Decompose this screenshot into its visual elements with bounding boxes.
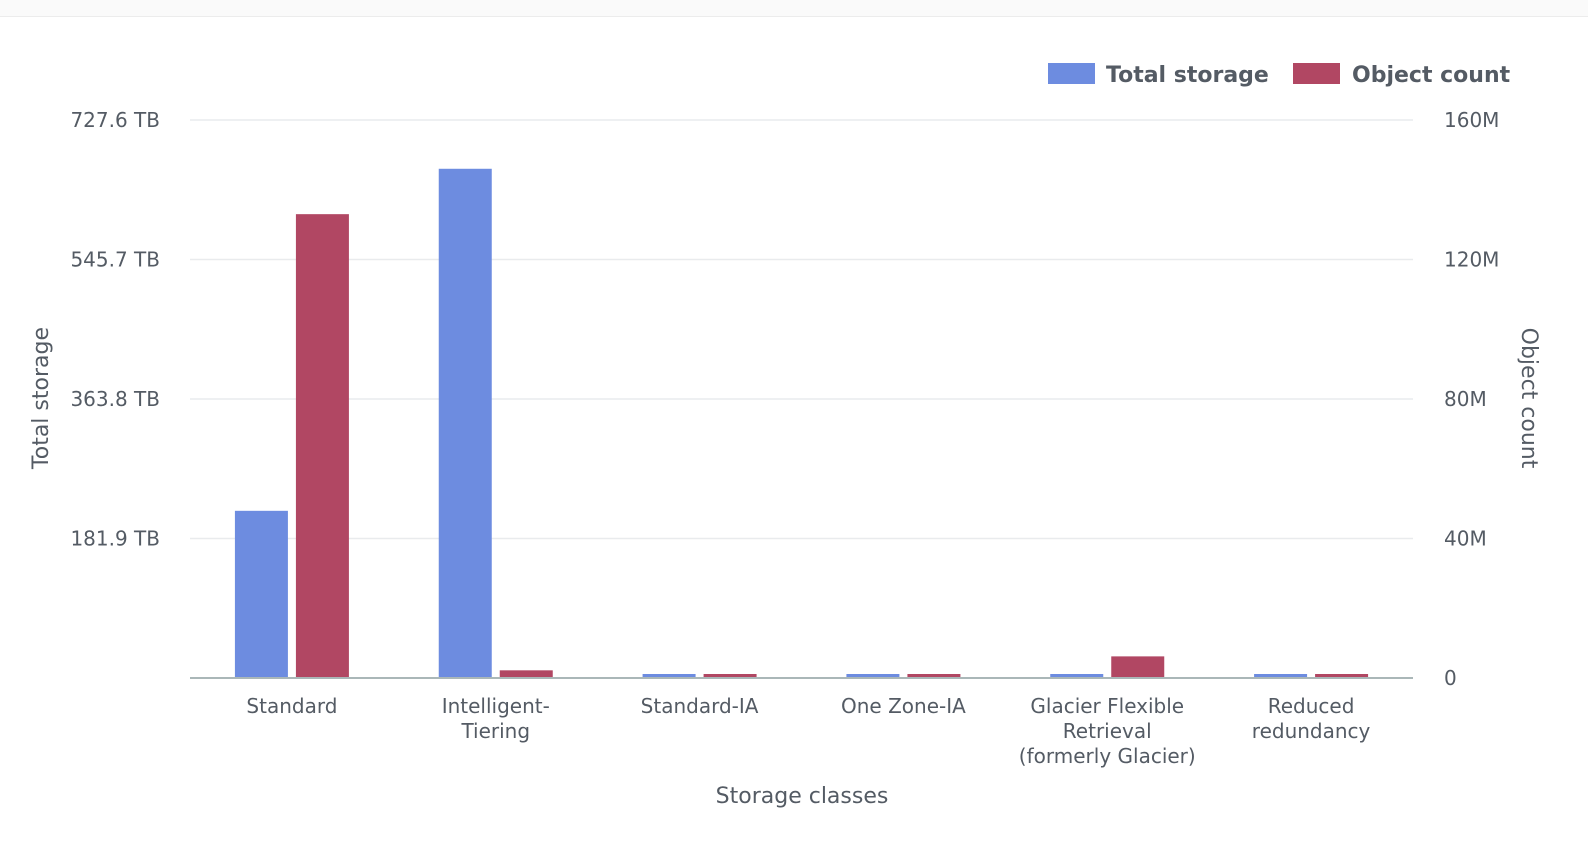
bar-object-count[interactable] <box>907 674 961 678</box>
bars <box>234 168 1369 678</box>
category-label: Glacier Flexible Retrieval (formerly Glaci… <box>1019 694 1196 768</box>
left-tick-label: 545.7 TB <box>70 248 160 272</box>
legend: Total storage Object count <box>1048 63 1511 88</box>
bar-object-count[interactable] <box>499 670 553 678</box>
category-label: Standard <box>246 694 337 718</box>
right-tick-label: 160M <box>1444 108 1499 132</box>
category-label: One Zone-IA <box>841 694 966 718</box>
left-tick-label: 727.6 TB <box>70 108 160 132</box>
legend-label-total-storage: Total storage <box>1106 63 1269 88</box>
bar-object-count[interactable] <box>703 674 757 678</box>
bar-total-storage[interactable] <box>642 674 696 678</box>
category-label: Intelligent-Tiering <box>442 694 550 743</box>
bar-object-count[interactable] <box>295 214 349 678</box>
top-strip <box>0 0 1588 17</box>
category-label: Standard-IA <box>641 694 759 718</box>
bar-total-storage[interactable] <box>438 168 492 678</box>
gridlines <box>190 119 1413 540</box>
category-label: Reduced redundancy <box>1252 694 1371 743</box>
right-tick-label: 80M <box>1444 387 1487 411</box>
left-tick-label: 181.9 TB <box>70 527 160 551</box>
legend-item-total-storage[interactable]: Total storage <box>1048 63 1269 88</box>
left-axis-ticks: 181.9 TB 363.8 TB 545.7 TB 727.6 TB <box>70 108 160 551</box>
legend-item-object-count[interactable]: Object count <box>1293 63 1511 88</box>
bar-total-storage[interactable] <box>846 674 900 678</box>
legend-label-object-count: Object count <box>1352 63 1511 88</box>
right-axis-title: Object count <box>1516 328 1541 469</box>
bar-total-storage[interactable] <box>1050 674 1104 678</box>
bar-object-count[interactable] <box>1315 674 1369 678</box>
legend-swatch-object-count <box>1293 63 1340 84</box>
bar-total-storage[interactable] <box>234 510 288 678</box>
right-axis-ticks: 0 40M 80M 120M 160M <box>1444 108 1499 690</box>
bar-object-count[interactable] <box>1111 656 1165 678</box>
right-tick-label: 120M <box>1444 248 1499 272</box>
bar-total-storage[interactable] <box>1254 674 1308 678</box>
legend-swatch-total-storage <box>1048 63 1095 84</box>
left-tick-label: 363.8 TB <box>70 387 160 411</box>
left-axis-title: Total storage <box>29 327 54 470</box>
right-tick-label: 40M <box>1444 527 1487 551</box>
x-axis-title: Storage classes <box>716 784 889 809</box>
right-tick-label: 0 <box>1444 666 1457 690</box>
category-labels: Standard Intelligent-Tiering Standard-IA On… <box>246 694 1370 768</box>
